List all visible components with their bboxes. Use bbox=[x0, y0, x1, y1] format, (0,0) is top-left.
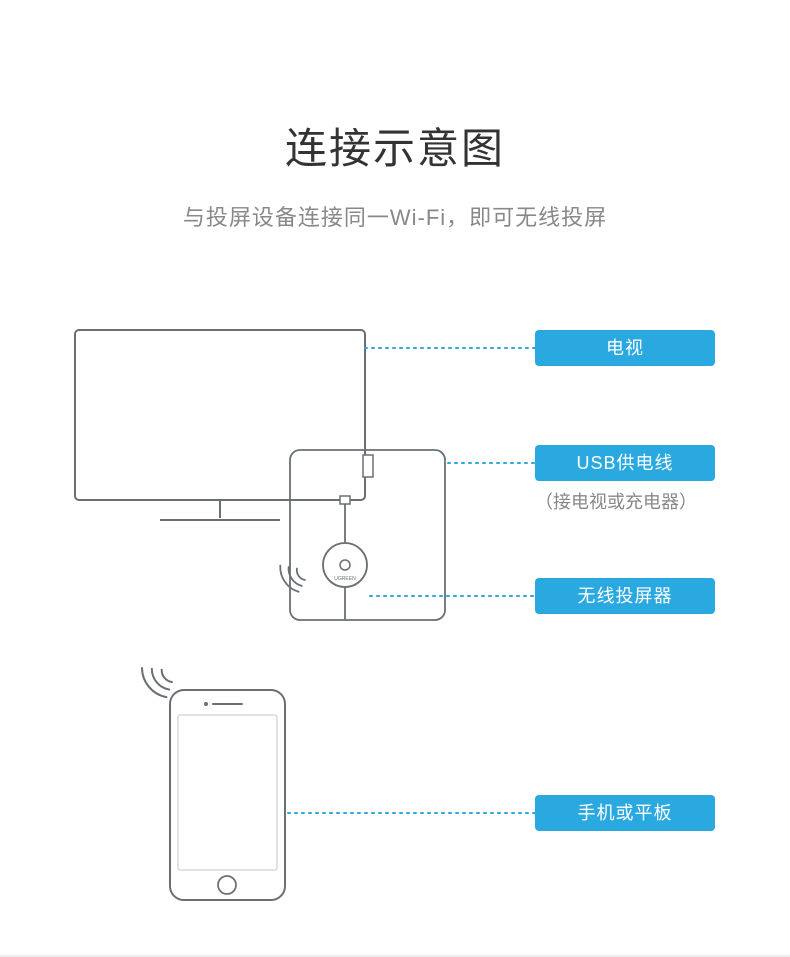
hdmi-plug bbox=[363, 455, 373, 477]
diagram-svg: UGREEN bbox=[0, 310, 790, 930]
page-subtitle: 与投屏设备连接同一Wi-Fi，即可无线投屏 bbox=[0, 200, 790, 232]
connection-diagram: UGREEN 电视 USB供电线 （接电视或充电器） 无线投屏器 手 bbox=[0, 310, 790, 930]
tv-outline bbox=[75, 330, 365, 500]
label-phone: 手机或平板 bbox=[535, 795, 715, 831]
dongle-brand-text: UGREEN bbox=[334, 576, 356, 582]
wifi-icon-dongle bbox=[276, 559, 309, 595]
label-usb: USB供电线 bbox=[535, 445, 715, 481]
wifi-icon-phone bbox=[137, 659, 177, 701]
phone-camera bbox=[204, 702, 208, 706]
label-dongle: 无线投屏器 bbox=[535, 578, 715, 614]
page-title: 连接示意图 bbox=[0, 115, 790, 176]
label-tv: 电视 bbox=[535, 330, 715, 366]
phone-outline bbox=[170, 690, 285, 900]
label-usb-sub: （接电视或充电器） bbox=[535, 488, 697, 514]
dongle-hdmi-plug bbox=[340, 496, 350, 504]
